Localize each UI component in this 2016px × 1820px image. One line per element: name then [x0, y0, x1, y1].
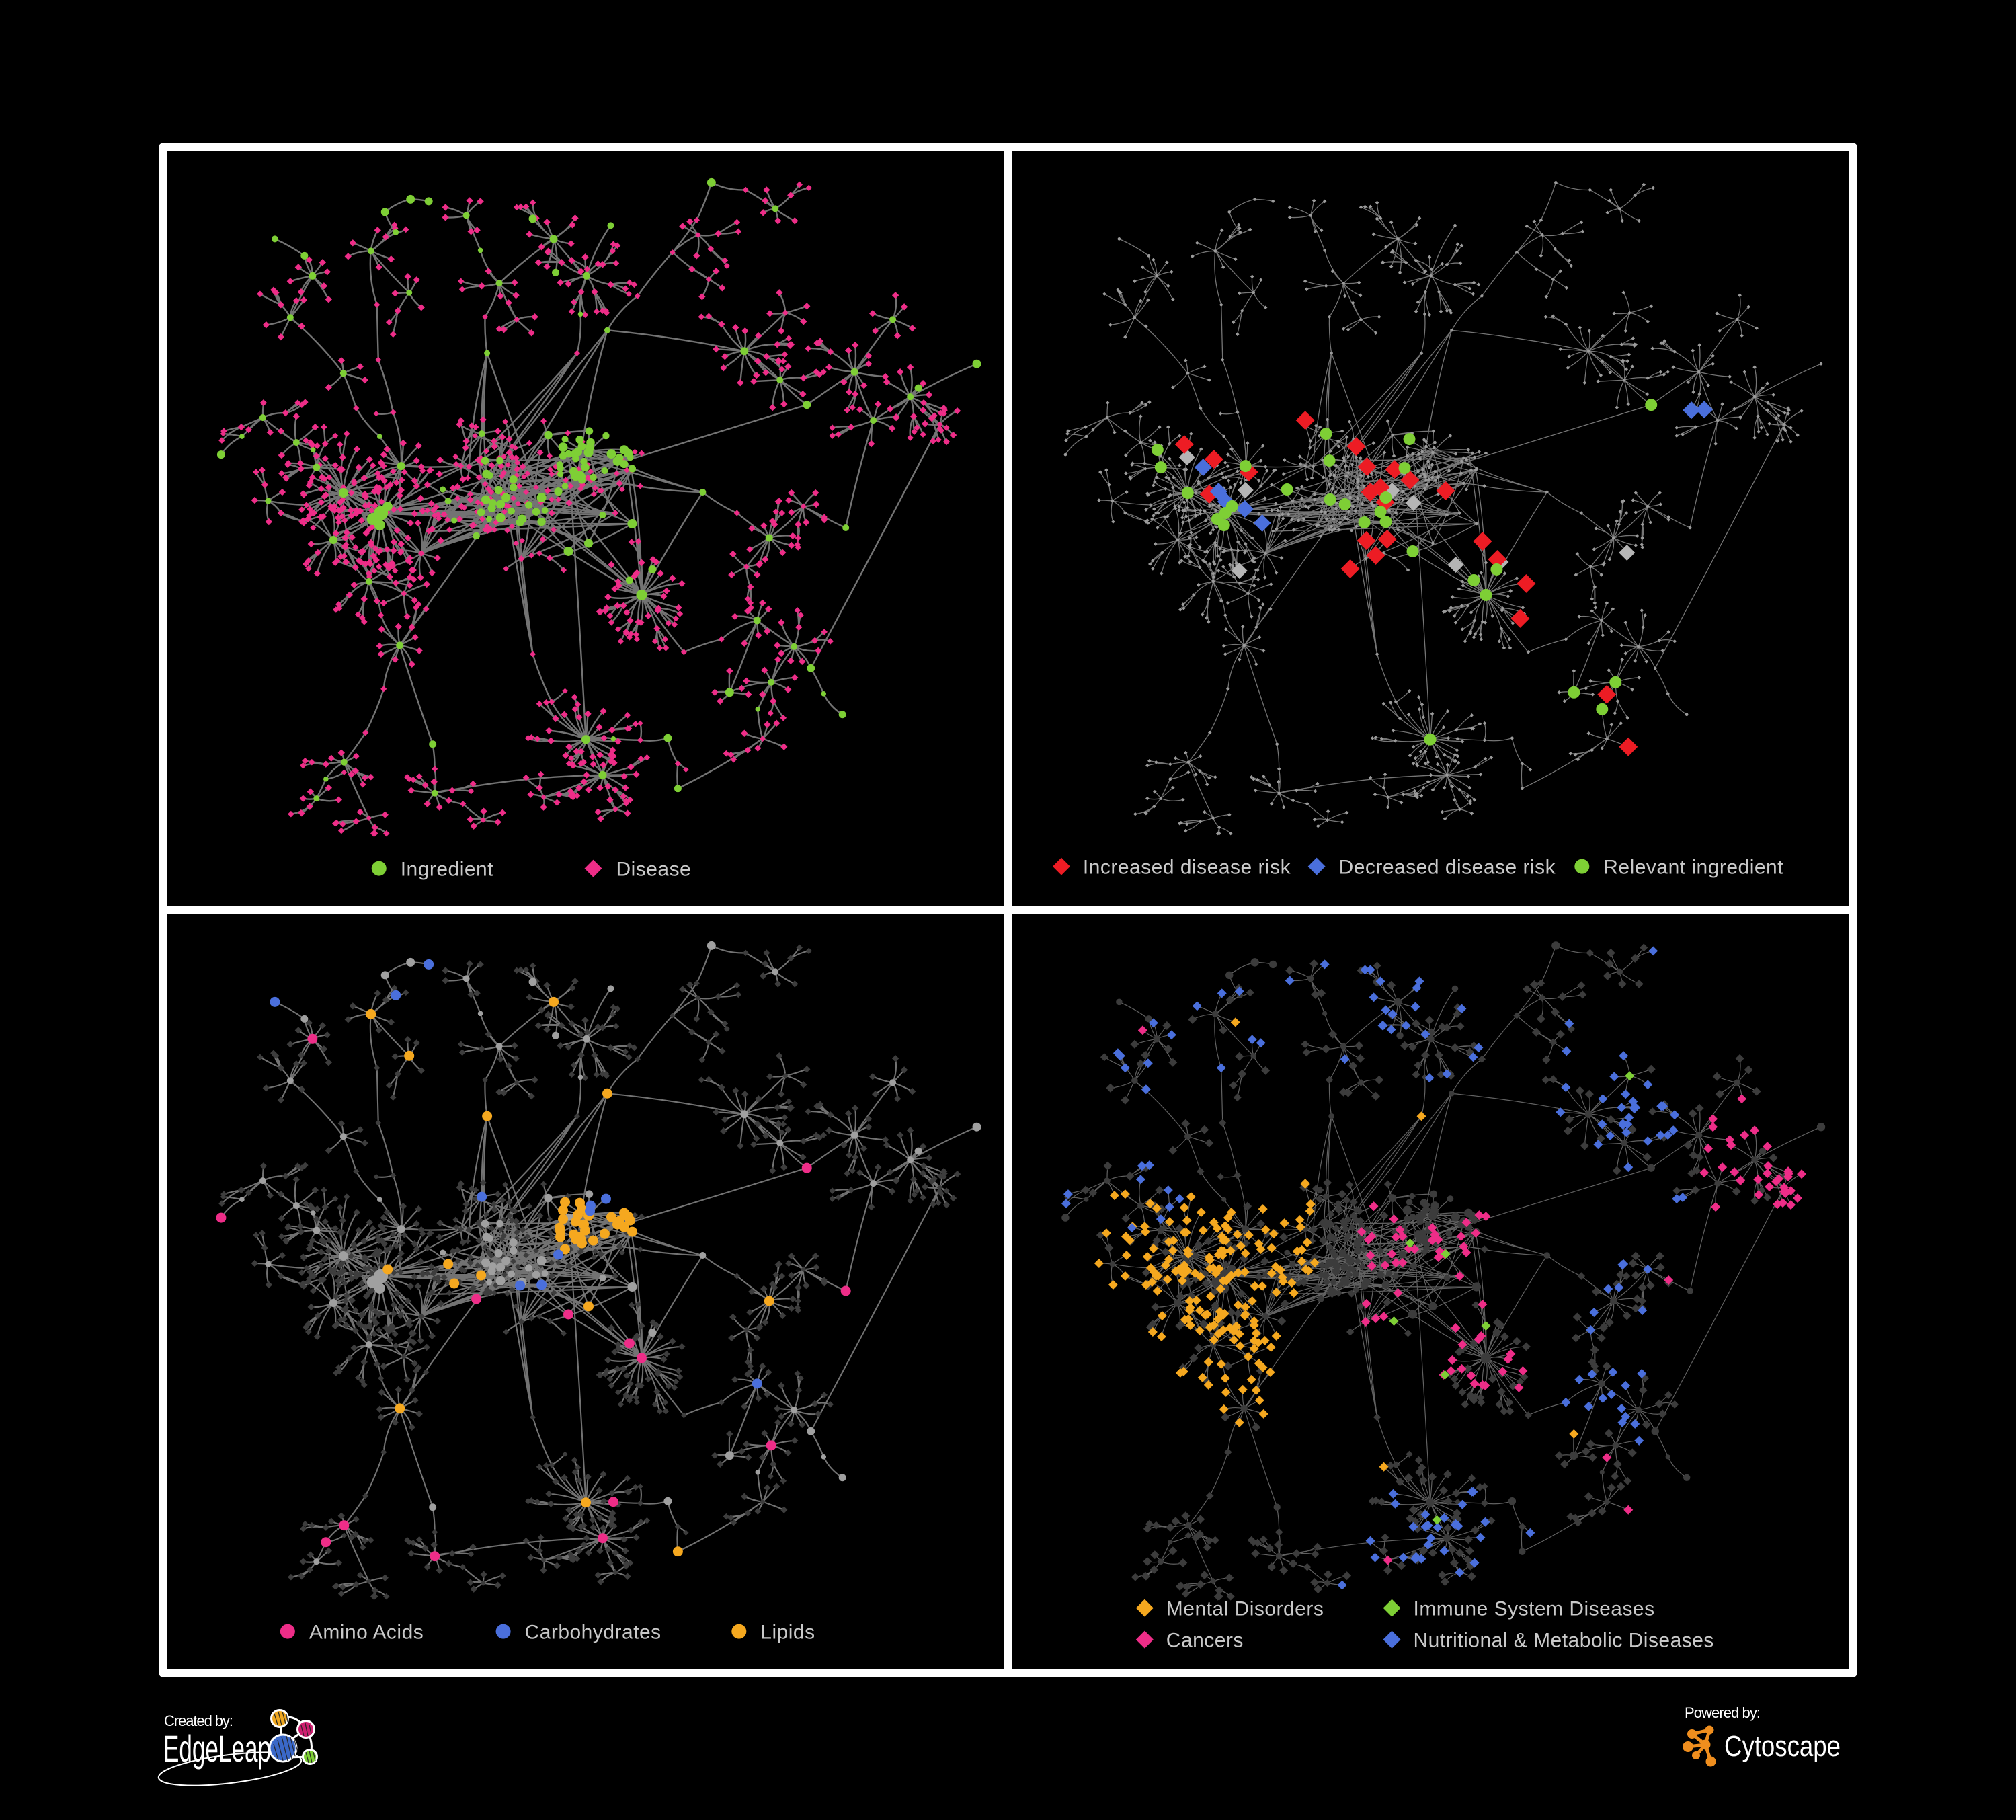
svg-text:Amino Acids: Amino Acids: [309, 1622, 424, 1644]
svg-text:Lipids: Lipids: [760, 1622, 815, 1644]
svg-text:Relevant ingredient: Relevant ingredient: [1603, 857, 1783, 879]
svg-text:EdgeLeap: EdgeLeap: [163, 1727, 271, 1770]
svg-text:Cytoscape: Cytoscape: [1724, 1730, 1841, 1763]
svg-text:Increased disease risk: Increased disease risk: [1083, 857, 1291, 879]
svg-text:Disease: Disease: [616, 859, 691, 881]
svg-text:Created by:: Created by:: [164, 1712, 233, 1729]
svg-text:Cancers: Cancers: [1166, 1630, 1244, 1652]
svg-text:Nutritional & Metabolic Diseas: Nutritional & Metabolic Diseases: [1414, 1630, 1714, 1652]
svg-text:Decreased disease risk: Decreased disease risk: [1339, 857, 1556, 879]
svg-text:Immune System Diseases: Immune System Diseases: [1414, 1598, 1655, 1620]
svg-text:Mental Disorders: Mental Disorders: [1166, 1598, 1324, 1620]
svg-text:Powered by:: Powered by:: [1685, 1704, 1761, 1721]
svg-text:Carbohydrates: Carbohydrates: [525, 1622, 661, 1644]
svg-text:Ingredient: Ingredient: [401, 859, 493, 881]
